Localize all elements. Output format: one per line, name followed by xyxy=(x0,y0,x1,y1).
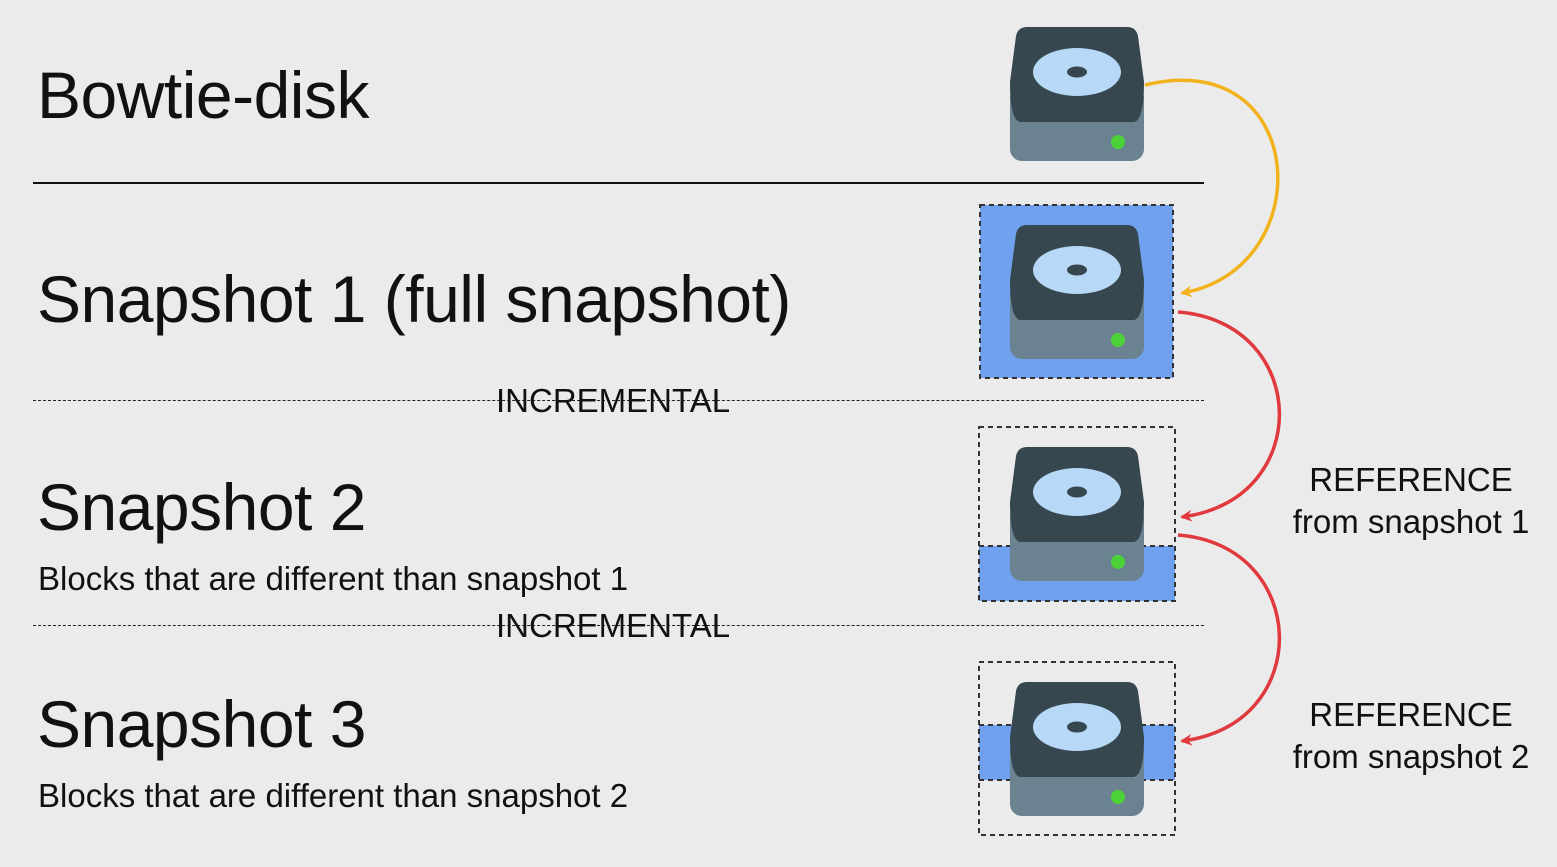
copy-arrow xyxy=(1144,78,1280,298)
reference-arrow-1 xyxy=(1177,310,1282,522)
snapshot-2-title: Snapshot 2 xyxy=(37,470,366,544)
incremental-divider-2 xyxy=(33,625,1204,626)
incremental-label-2: INCREMENTAL xyxy=(496,607,731,644)
snapshot-1-disk-icon xyxy=(1010,225,1144,359)
reference-arrow-2 xyxy=(1177,533,1282,746)
reference-2-line1: REFERENCE xyxy=(1309,696,1513,733)
snapshot-1-title: Snapshot 1 (full snapshot) xyxy=(37,262,791,336)
incremental-divider-1 xyxy=(33,400,1204,401)
snapshot-3-disk-icon xyxy=(1010,682,1144,816)
reference-2-line2: from snapshot 2 xyxy=(1292,738,1530,775)
reference-label-2: REFERENCE from snapshot 2 xyxy=(1284,694,1538,778)
snapshot-3-description: Blocks that are different than snapshot … xyxy=(38,777,629,814)
snapshot-2-description: Blocks that are different than snapshot … xyxy=(38,560,629,597)
reference-1-line1: REFERENCE xyxy=(1309,461,1513,498)
header-divider xyxy=(33,182,1204,184)
source-disk-icon xyxy=(1010,27,1144,161)
snapshot-2-disk-icon xyxy=(1010,447,1144,581)
reference-label-1: REFERENCE from snapshot 1 xyxy=(1284,459,1538,543)
snapshot-3-title: Snapshot 3 xyxy=(37,687,366,761)
incremental-label-1: INCREMENTAL xyxy=(496,382,731,419)
disk-title: Bowtie-disk xyxy=(37,58,369,132)
reference-1-line2: from snapshot 1 xyxy=(1292,503,1530,540)
